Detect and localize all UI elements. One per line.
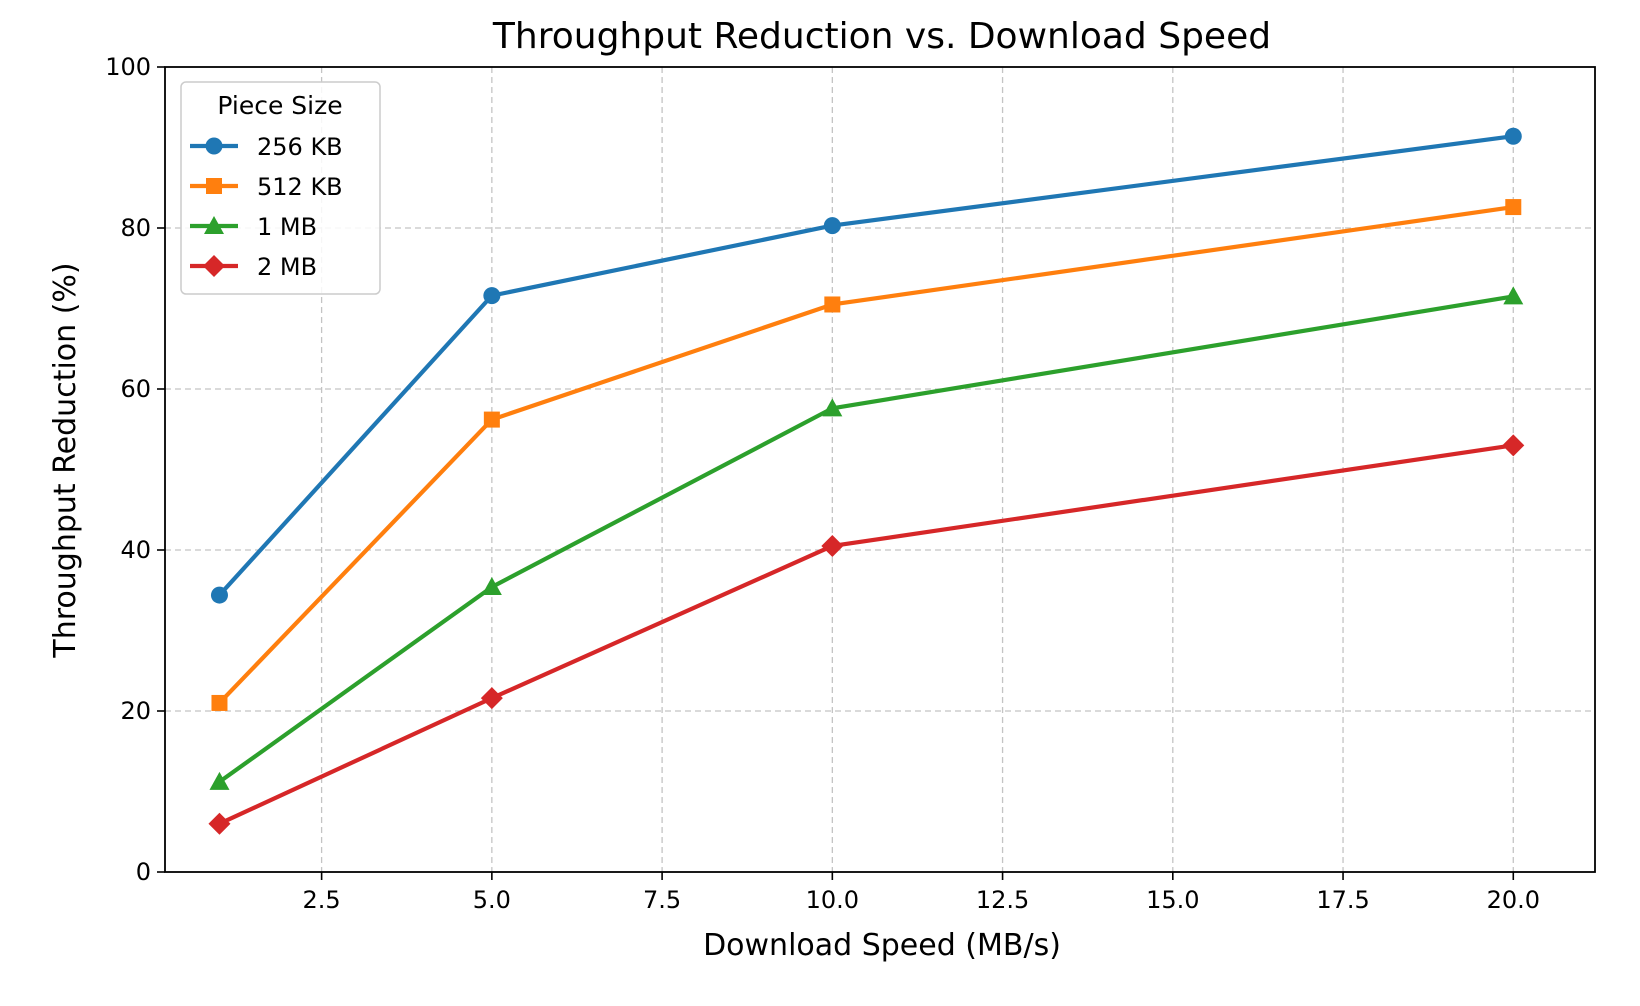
data-point	[1505, 199, 1522, 216]
y-tick-label: 80	[120, 214, 151, 242]
y-tick-label: 100	[105, 53, 151, 81]
plot-frame	[164, 66, 1596, 873]
data-point	[209, 771, 230, 790]
series-2-mb	[208, 434, 1525, 835]
legend-item: 512 KB	[190, 173, 343, 201]
x-tick-label: 10.0	[806, 886, 859, 914]
legend-marker	[203, 255, 225, 277]
x-tick-label: 12.5	[976, 886, 1029, 914]
legend-title: Piece Size	[217, 91, 342, 120]
series-512-kb	[211, 199, 1522, 711]
data-point	[1503, 286, 1524, 305]
y-tick-label: 40	[120, 536, 151, 564]
data-point	[210, 586, 228, 604]
data-point	[208, 812, 231, 835]
legend-marker	[204, 216, 224, 234]
series-1-mb	[209, 286, 1524, 790]
axes: 2.5 5.0 7.5 10.0 12.5 15.0 17.5 20.0 0 20 40 60 80 10…	[105, 53, 1596, 914]
series-line	[217, 294, 1516, 784]
legend-label: 2 MB	[257, 253, 317, 281]
legend-box	[180, 81, 381, 295]
data-point	[481, 577, 502, 596]
legend-label: 256 KB	[257, 133, 343, 161]
y-tick-label: 60	[120, 375, 151, 403]
series-group	[208, 127, 1525, 835]
series-line	[217, 443, 1516, 826]
data-point	[480, 687, 503, 710]
legend-label: 512 KB	[257, 173, 343, 201]
data-point	[211, 694, 228, 711]
y-axis-label: Throughput Reduction (%)	[48, 262, 83, 658]
legend: Piece Size 256 KB 512 KB 1 MB 2 MB	[180, 81, 381, 295]
data-point	[1504, 127, 1522, 145]
legend-item: 256 KB	[190, 133, 343, 161]
x-tick-label: 17.5	[1316, 886, 1369, 914]
series-line	[217, 204, 1516, 706]
legend-marker	[206, 178, 222, 194]
x-tick-label: 15.0	[1146, 886, 1199, 914]
data-point	[822, 398, 843, 417]
series-256-kb	[210, 127, 1522, 604]
x-tick-label: 5.0	[473, 886, 511, 914]
data-point	[483, 411, 500, 428]
legend-marker	[205, 137, 223, 155]
chart-title: Throughput Reduction vs. Download Speed	[492, 16, 1271, 57]
data-point	[824, 296, 841, 313]
x-tick-label: 2.5	[303, 886, 341, 914]
grid	[165, 67, 1595, 872]
x-tick-label: 7.5	[643, 886, 681, 914]
y-tick-label: 20	[120, 697, 151, 725]
y-tick-label: 0	[136, 858, 151, 886]
data-point	[483, 287, 501, 305]
data-point	[823, 217, 841, 235]
x-tick-label: 20.0	[1487, 886, 1540, 914]
legend-label: 1 MB	[257, 213, 317, 241]
legend-item: 2 MB	[190, 253, 317, 281]
series-line	[217, 134, 1516, 598]
data-point	[1502, 434, 1525, 457]
x-axis-label: Download Speed (MB/s)	[703, 928, 1061, 963]
data-point	[821, 534, 844, 557]
legend-item: 1 MB	[190, 213, 317, 241]
